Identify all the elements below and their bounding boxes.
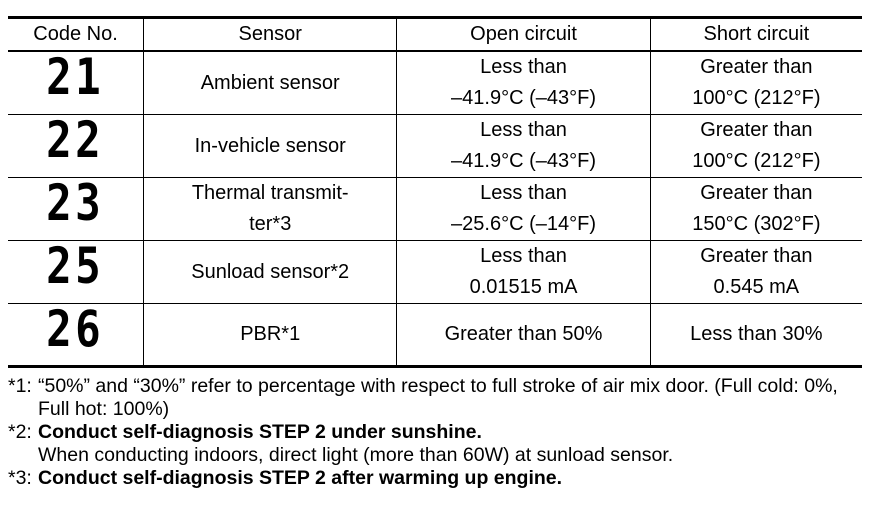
sensor-cell: Ambient sensor (143, 51, 397, 115)
footnote-mark: *1: (8, 375, 32, 397)
cell-line: 150°C (302°F) (692, 213, 821, 235)
cell-line: 0.545 mA (713, 276, 800, 298)
code-table: Code No. Sensor Open circuit Short circuit … (8, 16, 862, 368)
footnote-mark: *3: (8, 467, 32, 489)
code-number: 23 (46, 174, 105, 232)
code-cell: 21 (8, 51, 144, 115)
open-cell: Greater than 50% (396, 303, 651, 367)
footnote: *2: Conduct self-diagnosis STEP 2 under s… (8, 421, 862, 467)
footnote-text: “50%” and “30%” refer to percentage with… (38, 375, 862, 421)
table-row: 23 Thermal transmit-ter*3 Less than –25.6°C… (8, 174, 862, 241)
cell-line: In-vehicle sensor (194, 134, 346, 157)
open-cell: Less than 0.01515 mA (396, 240, 651, 304)
open-cell: Less than –25.6°C (–14°F) (396, 177, 651, 241)
short-cell: Greater than 150°C (302°F) (649, 177, 862, 241)
cell-line: Less than (480, 245, 567, 267)
footnote-emphasis: Conduct self-diagnosis STEP 2 after warm… (38, 467, 563, 489)
cell-line: PBR*1 (240, 323, 301, 345)
cell-line: Ambient sensor (200, 71, 340, 94)
footnote-line: “50%” and “30%” refer to percentage with… (38, 375, 838, 420)
short-cell: Greater than 0.545 mA (649, 240, 862, 304)
header-cell: Open circuit (396, 17, 651, 52)
cell-line: –41.9°C (–43°F) (451, 150, 596, 172)
cell-line: Greater than 50% (444, 323, 603, 345)
cell-line: Thermal transmit- (191, 182, 349, 204)
cell-line: Greater than (700, 182, 813, 204)
sensor-cell: In-vehicle sensor (143, 114, 397, 178)
footnote: *1: “50%” and “30%” refer to percentage w… (8, 375, 862, 421)
table-row: 21 Ambient sensor Less than –41.9°C (–43°F)… (8, 51, 862, 115)
document: Code No. Sensor Open circuit Short circuit … (8, 16, 862, 490)
footnote-line: Conduct self-diagnosis STEP 2 under suns… (38, 421, 862, 444)
footnote: *3: Conduct self-diagnosis STEP 2 after w… (8, 467, 862, 490)
sensor-cell: PBR*1 (143, 303, 397, 367)
table-row: 26 PBR*1 Greater than 50% Less than 30% (8, 299, 862, 367)
cell-line: Greater than (700, 245, 813, 267)
sensor-cell: Thermal transmit-ter*3 (143, 177, 397, 241)
code-number: 25 (46, 237, 105, 295)
code-number: 22 (46, 111, 105, 169)
header-row: Code No. Sensor Open circuit Short circuit (8, 17, 862, 52)
code-cell: 23 (8, 174, 144, 241)
cell-line: –25.6°C (–14°F) (451, 213, 596, 235)
footnote-emphasis: Conduct self-diagnosis STEP 2 under suns… (38, 421, 482, 443)
open-cell: Less than –41.9°C (–43°F) (396, 51, 651, 115)
table-row: 22 In-vehicle sensor Less than –41.9°C (–43… (8, 111, 862, 178)
cell-line: Less than (480, 119, 567, 141)
code-cell: 26 (8, 299, 144, 367)
cell-line: Less than (480, 182, 567, 204)
open-cell: Less than –41.9°C (–43°F) (396, 114, 651, 178)
code-cell: 22 (8, 111, 144, 178)
cell-line: ter*3 (249, 213, 292, 235)
cell-line: –41.9°C (–43°F) (451, 87, 596, 109)
code-number: 26 (46, 299, 105, 358)
code-cell: 25 (8, 237, 144, 304)
cell-line: 100°C (212°F) (692, 87, 821, 109)
code-number: 21 (46, 48, 105, 106)
cell-line: Greater than (700, 56, 813, 78)
short-cell: Less than 30% (649, 303, 862, 367)
header-cell: Short circuit (649, 17, 862, 52)
cell-line: Greater than (700, 119, 813, 141)
short-cell: Greater than 100°C (212°F) (649, 51, 862, 115)
footnote-text: Conduct self-diagnosis STEP 2 under suns… (38, 421, 862, 467)
cell-line: 100°C (212°F) (692, 150, 821, 172)
cell-line: Less than 30% (690, 323, 823, 345)
notes: *1: “50%” and “30%” refer to percentage w… (8, 375, 862, 490)
header-cell: Code No. (8, 17, 144, 52)
footnote-line: When conducting indoors, direct light (m… (38, 444, 674, 466)
cell-line: Sunload sensor*2 (191, 260, 350, 283)
cell-line: Less than (480, 56, 567, 78)
footnote-mark: *2: (8, 421, 32, 443)
sensor-cell: Sunload sensor*2 (143, 240, 397, 304)
header-cell: Sensor (143, 17, 397, 52)
table-row: 25 Sunload sensor*2 Less than 0.01515 mA Gre… (8, 237, 862, 304)
footnote-text: Conduct self-diagnosis STEP 2 after warm… (38, 467, 862, 490)
cell-line: 0.01515 mA (469, 276, 578, 298)
short-cell: Greater than 100°C (212°F) (649, 114, 862, 178)
table-body: 21 Ambient sensor Less than –41.9°C (–43°F)… (8, 51, 862, 367)
footnote-line: Conduct self-diagnosis STEP 2 after warm… (38, 467, 862, 490)
